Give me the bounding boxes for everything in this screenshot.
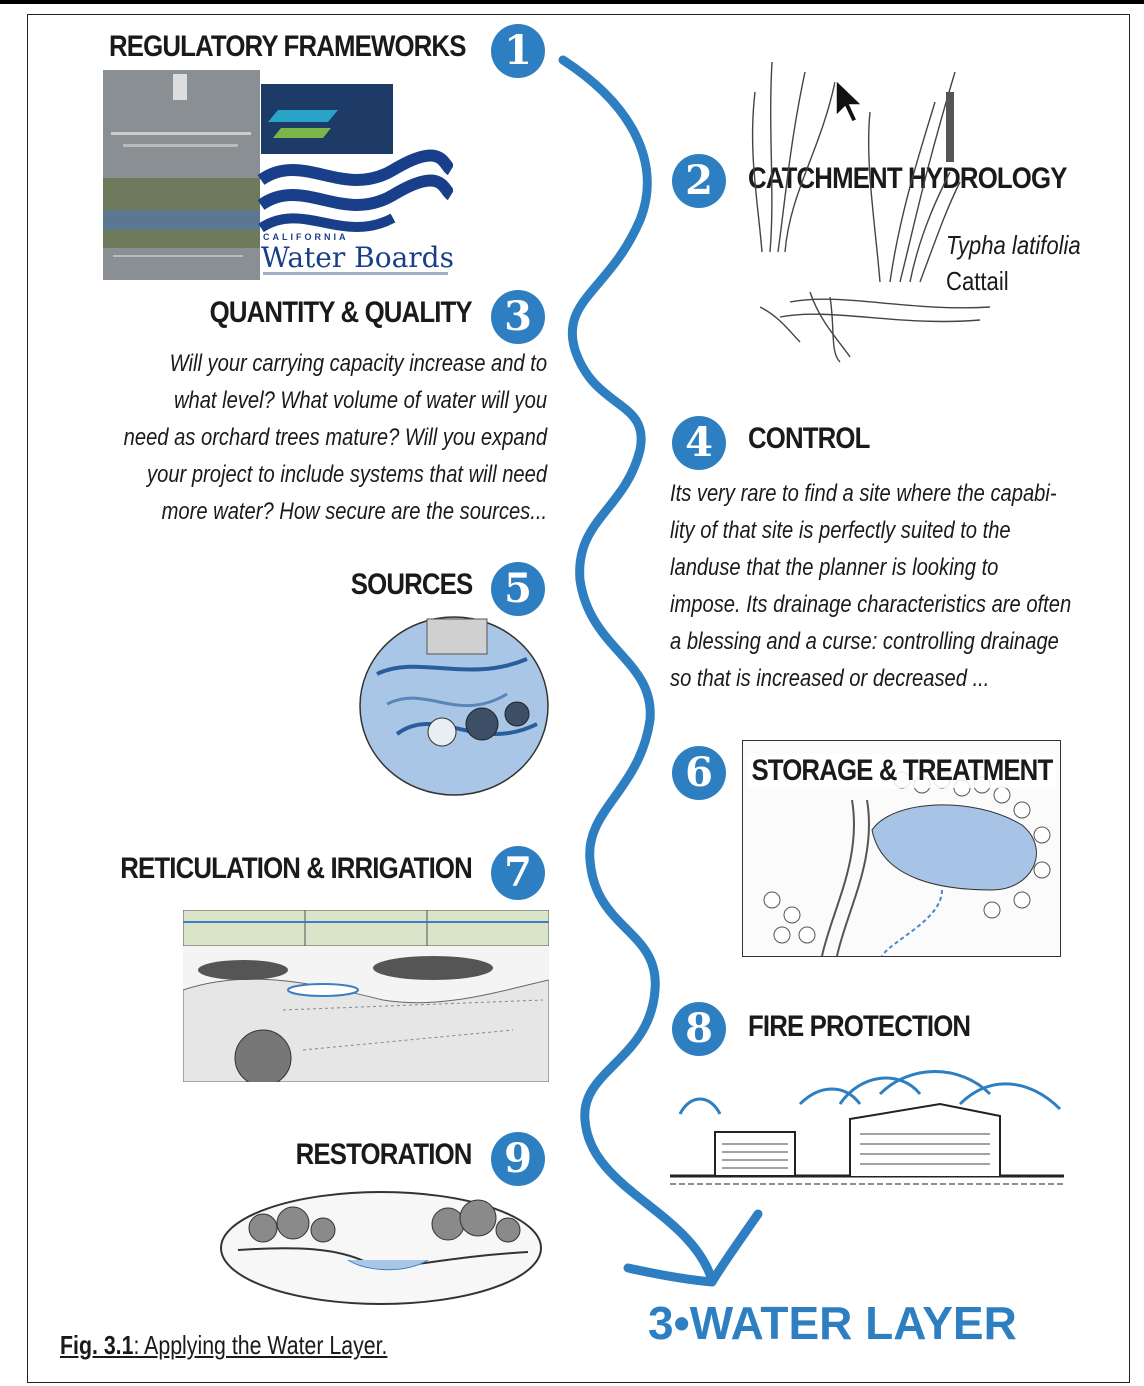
section-4-body: Its very rare to find a site where the c… <box>670 475 1071 697</box>
caption-text: : Applying the Water Layer. <box>133 1330 388 1360</box>
plant-common-label: Cattail <box>946 266 1009 296</box>
cursor-arrow-icon <box>835 78 864 123</box>
section-4-badge: 4 <box>672 416 726 470</box>
section-4-line: Its very rare to find a site where the c… <box>670 480 1057 507</box>
section-6-badge: 6 <box>672 746 726 800</box>
layer-title: 3•WATER LAYER <box>648 1297 1017 1349</box>
section-4-title: CONTROL <box>748 422 870 455</box>
section-3-line: your project to include systems that wil… <box>146 461 548 488</box>
section-3-line: more water? How secure are the sources..… <box>161 498 547 525</box>
section-2-badge: 2 <box>672 154 726 208</box>
section-4-line: landuse that the planner is looking to <box>670 554 999 581</box>
section-6-title: STORAGE & TREATMENT <box>748 754 1056 788</box>
section-5-title: SOURCES <box>350 568 472 601</box>
section-4-line: a blessing and a curse: controlling drai… <box>670 628 1059 655</box>
section-3-line: Will your carrying capacity increase and… <box>169 350 547 377</box>
restoration-illustration <box>220 1191 542 1305</box>
caption-label: Fig. 3.1 <box>60 1330 134 1360</box>
section-4-line: impose. Its drainage characteristics are… <box>670 591 1072 618</box>
section-3-line: need as orchard trees mature? Will you e… <box>123 424 547 451</box>
section-3-title: QUANTITY & QUALITY <box>209 296 473 329</box>
section-5-badge: 5 <box>491 562 545 616</box>
water-boards-small-label: CALIFORNIA <box>263 232 349 242</box>
figure-caption: Fig. 3.1: Applying the Water Layer. <box>60 1330 387 1361</box>
section-1-badge: 1 <box>491 24 545 78</box>
section-2-title: CATCHMENT HYDROLOGY <box>748 162 1067 195</box>
plant-species-label: Typha latifolia <box>946 230 1081 260</box>
section-9-title: RESTORATION <box>296 1138 473 1171</box>
section-3-badge: 3 <box>491 290 545 344</box>
section-7-title: RETICULATION & IRRIGATION <box>120 852 472 885</box>
section-1-title: REGULATORY FRAMEWORKS <box>109 30 466 63</box>
section-4-line: lity of that site is perfectly suited to… <box>670 517 1011 544</box>
section-8-title: FIRE PROTECTION <box>748 1010 971 1043</box>
section-3-line: what level? What volume of water will yo… <box>173 387 548 414</box>
irrigation-diagram-image <box>183 910 549 1082</box>
section-8-badge: 8 <box>672 1002 726 1056</box>
fire-protection-illustration <box>670 1070 1064 1185</box>
section-9-badge: 9 <box>491 1132 545 1186</box>
water-boards-name: Water Boards <box>261 241 453 274</box>
section-7-badge: 7 <box>491 846 545 900</box>
cattail-plant-illustration <box>751 61 991 363</box>
top-border <box>0 0 1144 4</box>
water-source-illustration <box>359 616 549 796</box>
regulatory-documents-image: CALIFORNIA Water Boards <box>103 70 453 280</box>
section-3-body: Will your carrying capacity increase and… <box>124 345 547 530</box>
section-4-line: so that is increased or decreased ... <box>670 665 990 692</box>
